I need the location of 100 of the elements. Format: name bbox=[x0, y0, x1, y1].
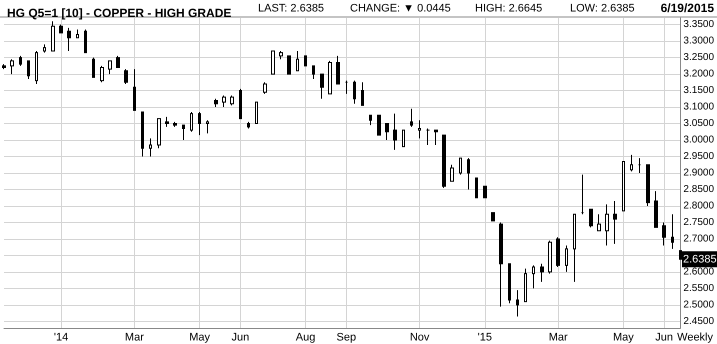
candlestick bbox=[613, 200, 617, 244]
candlestick bbox=[508, 263, 511, 304]
y-tick-label: 2.7000 bbox=[683, 233, 714, 244]
candlestick bbox=[442, 134, 446, 188]
candlestick bbox=[255, 102, 258, 124]
x-tick-label: Sep bbox=[336, 332, 356, 344]
candlestick bbox=[377, 114, 381, 136]
candlestick bbox=[662, 222, 666, 246]
candlestick bbox=[483, 186, 487, 198]
x-tick-label: Aug bbox=[296, 332, 316, 344]
candlestick bbox=[239, 88, 242, 120]
candlestick bbox=[622, 160, 625, 212]
candlestick bbox=[393, 113, 397, 150]
candlestick bbox=[10, 58, 14, 75]
y-tick-label: 3.2500 bbox=[683, 52, 714, 64]
text: CHANGE: ▼ 0.0445 bbox=[350, 2, 451, 14]
text: LOW: 2.6385 bbox=[570, 2, 635, 14]
candlestick bbox=[589, 208, 593, 228]
text: Weekly bbox=[677, 332, 714, 344]
candlestick bbox=[59, 24, 63, 34]
candlestick bbox=[27, 60, 30, 80]
y-tick-label: 3.3500 bbox=[683, 19, 714, 30]
candlestick bbox=[450, 164, 454, 182]
candlestick bbox=[133, 68, 136, 111]
text: HIGH: 2.6645 bbox=[475, 2, 542, 14]
candlestick bbox=[304, 55, 307, 66]
x-tick-label: '14 bbox=[54, 332, 68, 344]
candlestick bbox=[247, 121, 250, 129]
candlestick bbox=[524, 268, 527, 302]
candlestick bbox=[369, 114, 372, 126]
candlestick bbox=[84, 29, 87, 54]
candlestick bbox=[402, 130, 405, 148]
candlestick bbox=[556, 236, 560, 268]
candlestick bbox=[410, 108, 413, 128]
candlestick bbox=[532, 264, 535, 289]
annotation: 2.6385 bbox=[683, 254, 717, 266]
y-tick-label: 3.2000 bbox=[683, 68, 714, 80]
candlestick bbox=[548, 240, 552, 274]
text: LAST: 2.6385 bbox=[258, 2, 324, 14]
candlestick bbox=[345, 80, 348, 94]
candlestick bbox=[434, 130, 438, 146]
candlestick bbox=[336, 55, 340, 84]
candlestick bbox=[190, 111, 193, 132]
candlestick bbox=[646, 164, 650, 206]
candlestick bbox=[165, 116, 169, 128]
candlestick bbox=[108, 60, 112, 75]
candlestick bbox=[230, 95, 234, 106]
candlestick bbox=[418, 120, 421, 139]
candlestick bbox=[654, 190, 658, 228]
candlestick bbox=[287, 55, 291, 75]
candlestick bbox=[353, 80, 356, 104]
x-tick-label: May bbox=[189, 332, 210, 344]
candlestick bbox=[540, 263, 544, 282]
y-tick-label: 3.0000 bbox=[683, 134, 714, 146]
candlestick bbox=[157, 118, 161, 149]
candlestick bbox=[2, 64, 6, 70]
candlestick bbox=[328, 60, 332, 94]
candlestick bbox=[605, 204, 609, 246]
y-tick-label: 3.0500 bbox=[683, 118, 714, 130]
x-tick-label: Jun bbox=[655, 332, 673, 344]
text: 6/19/2015 bbox=[660, 1, 714, 15]
candlestick bbox=[296, 50, 299, 72]
candlestick bbox=[222, 95, 226, 108]
x-tick-label: Jun bbox=[231, 332, 250, 344]
x-tick-label: Nov bbox=[410, 332, 430, 344]
candlestick bbox=[459, 158, 462, 176]
candlestick bbox=[116, 55, 120, 68]
x-tick-label: May bbox=[612, 332, 634, 344]
candlestick bbox=[491, 212, 495, 222]
y-tick-label: 3.3000 bbox=[683, 36, 714, 47]
candlestick bbox=[467, 158, 470, 190]
candlestick bbox=[35, 50, 38, 84]
candlestick bbox=[630, 154, 633, 172]
candlestick bbox=[100, 65, 104, 83]
candlestick bbox=[499, 222, 503, 308]
candlestick bbox=[149, 138, 152, 158]
candlestick bbox=[573, 214, 576, 282]
candlestick bbox=[638, 158, 641, 174]
chart-title: HG Q5=1 [10] - COPPER - HIGH GRADE bbox=[7, 6, 232, 20]
y-tick-label: 2.5000 bbox=[683, 299, 714, 310]
candlestick bbox=[173, 121, 177, 128]
candlestick bbox=[124, 68, 128, 84]
candlestick bbox=[182, 124, 185, 141]
candlestick bbox=[198, 111, 201, 136]
y-tick-label: 2.9000 bbox=[683, 168, 714, 178]
candlestick bbox=[597, 214, 601, 232]
candlestick bbox=[214, 98, 218, 108]
candlestick bbox=[475, 177, 478, 198]
candlestick bbox=[581, 174, 584, 215]
x-tick-label: Mar bbox=[548, 332, 568, 344]
candlestick bbox=[19, 55, 22, 66]
candlestick bbox=[92, 57, 95, 78]
candlestick bbox=[43, 44, 46, 54]
candlestick bbox=[426, 128, 430, 146]
candlestick bbox=[312, 65, 315, 80]
x-tick-label: '15 bbox=[478, 332, 492, 344]
y-tick-label: 2.9500 bbox=[683, 151, 714, 162]
y-tick-label: 2.4500 bbox=[683, 316, 714, 327]
y-tick-label: 2.5500 bbox=[683, 282, 714, 294]
y-tick-label: 3.1000 bbox=[683, 102, 714, 113]
